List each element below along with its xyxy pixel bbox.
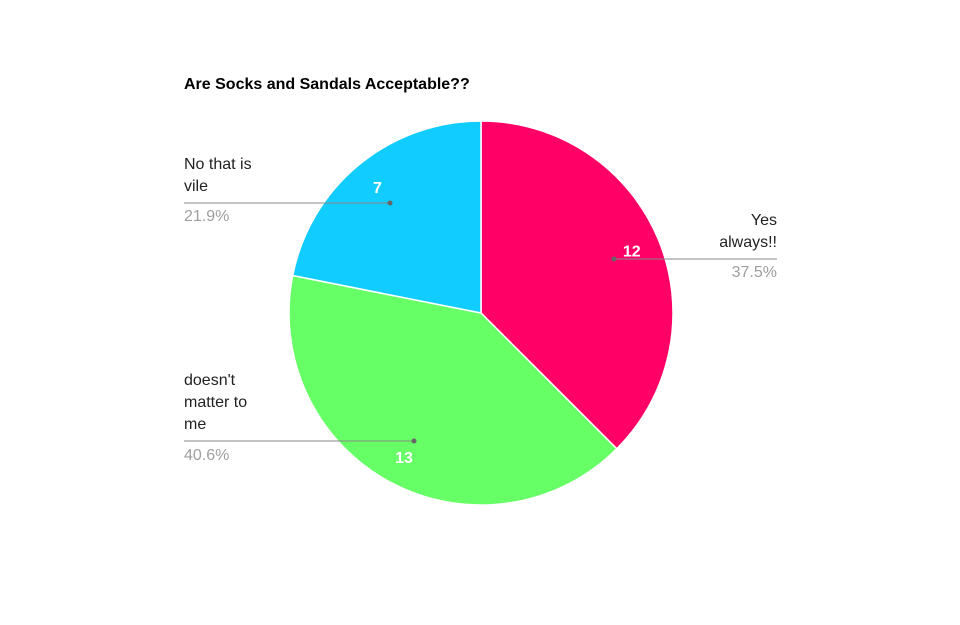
pie-slice — [288, 274, 618, 506]
leader-dot — [411, 438, 417, 444]
percent-label: 40.6% — [184, 447, 230, 464]
leader-dot — [387, 200, 393, 206]
leader-dot — [611, 256, 617, 262]
pie-slice — [480, 120, 674, 450]
slice-label: doesn't matter to me — [184, 372, 248, 433]
data-label: 7 — [373, 180, 382, 197]
percent-label: 37.5% — [731, 264, 777, 281]
chart-title: Are Socks and Sandals Acceptable?? — [184, 76, 470, 93]
pie-slice — [291, 120, 482, 314]
data-label: 13 — [395, 450, 413, 467]
slice-label: No that is vile — [184, 156, 252, 195]
percent-label: 21.9% — [184, 208, 230, 225]
slice-label: Yes always!! — [719, 212, 777, 251]
data-label: 12 — [623, 244, 641, 261]
